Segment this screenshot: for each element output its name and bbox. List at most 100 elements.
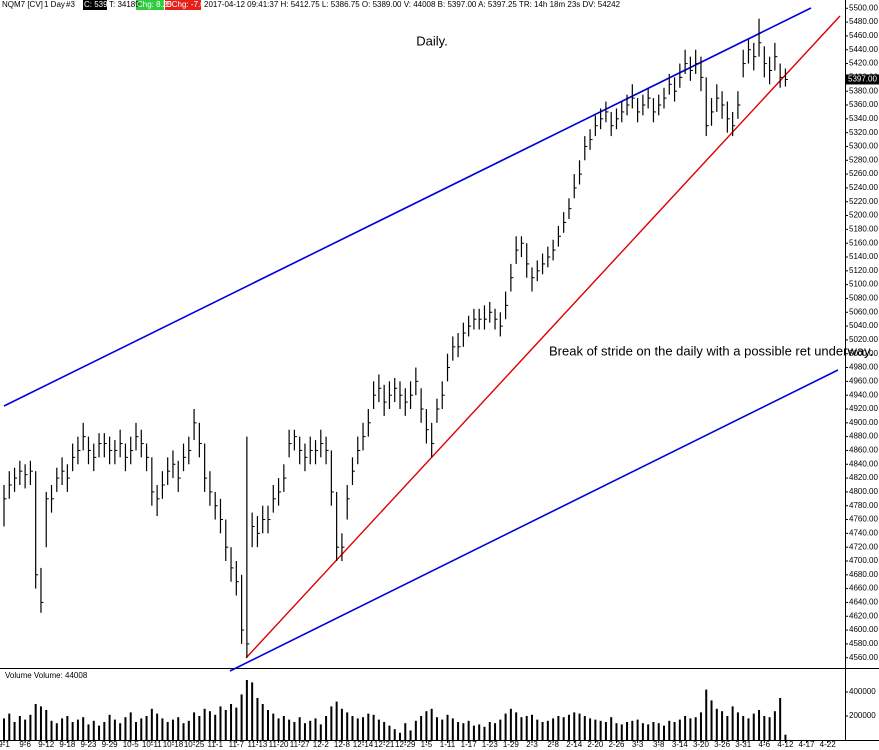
y-tick-label: 4860.00 [849,446,878,455]
x-tick-label: 1-29 [503,740,520,749]
volume-bar [92,720,95,740]
y-tick-label: 5440.00 [849,45,878,54]
volume-bar [393,729,396,740]
y-tick-label: 4660.00 [849,584,878,593]
x-tick-label: 12-14 [353,740,374,749]
y-tick-label: 5500.00 [849,3,878,12]
volume-bar [235,707,238,740]
volume-bar [425,711,428,740]
volume-bar [319,724,322,740]
volume-bar [705,689,708,740]
volume-bar [367,713,370,740]
symbol: NQM7 [CV] [2,0,43,9]
volume-bar [214,714,217,740]
chart-title: Daily. [416,33,448,48]
volume-bar [589,718,592,740]
x-tick-label: 10-5 [123,740,140,749]
volume-bar [39,706,42,740]
volume-bar [494,723,497,740]
x-tick-label: 3-20 [693,740,710,749]
volume-bar [472,725,475,740]
annotation: Break of stride on the daily with a poss… [549,343,873,358]
volume-bar [29,714,32,740]
y-tick-label: 5020.00 [849,335,878,344]
x-tick-label: 2-26 [608,740,625,749]
volume-bar [573,712,576,740]
y-tick-label: 4820.00 [849,473,878,482]
volume-bar [171,719,174,740]
y-tick-label: 4640.00 [849,598,878,607]
volume-bar [325,716,328,740]
volume-bar [488,722,491,740]
x-tick-label: 2-8 [547,740,559,749]
y-tick-label: 5420.00 [849,59,878,68]
volume-bar [55,723,58,740]
volume-bar [356,718,359,740]
volume-bar [457,722,460,740]
y-tick-label: 4580.00 [849,639,878,648]
volume-bar [773,711,776,740]
volume-bar [314,718,317,740]
y-tick-label: 5380.00 [849,86,878,95]
volume-bar [351,716,354,740]
volume-bar [430,708,433,740]
volume-bar [546,720,549,740]
x-tick-label: 11-27 [290,740,310,749]
volume-bar [45,710,48,740]
y-tick-label: 4960.00 [849,376,878,385]
x-tick-label: 12-8 [334,740,351,749]
x-tick-label: 12-29 [395,740,416,749]
volume-bar [636,719,639,740]
volume-bar [536,719,539,740]
volume-bar [13,722,16,740]
y-tick-label: 5240.00 [849,183,878,192]
volume-bar [578,713,581,740]
volume-bar [446,714,449,740]
dchg-text: DChg: -7.00 [166,0,210,9]
volume-bar [441,719,444,740]
y-tick-label: 5260.00 [849,169,878,178]
x-tick-label: 9-6 [19,740,31,749]
chg-text: Chg: 8.25 [137,0,172,9]
lower-channel-line [229,369,839,672]
volume-bar [18,716,21,740]
volume-bar [694,717,697,740]
y-tick-label: 4740.00 [849,528,878,537]
volume-bar [499,719,502,740]
volume-bar [245,680,248,740]
quote-info: 2017-04-12 09:41:37 H: 5412.75 L: 5386.7… [204,0,621,9]
volume-bar [531,714,533,740]
y-tick-label: 4980.00 [849,363,878,372]
upper-channel-line [3,7,812,407]
x-tick-label: 11-20 [269,740,289,749]
y-tick-label: 5320.00 [849,128,878,137]
volume-bar [256,698,259,740]
volume-tick-label: 400000 [849,687,876,696]
volume-bar [467,720,470,740]
y-tick-label: 5300.00 [849,142,878,151]
volume-bar [420,716,423,740]
x-tick-label: 9-23 [80,740,97,749]
x-tick-label: 4-17 [799,740,816,749]
y-tick-label: 4780.00 [849,501,878,510]
chg-box [136,0,164,10]
volume-bar [193,712,196,740]
volume-bar [742,716,745,740]
volume-bar [710,700,713,740]
volume-bar [8,713,11,740]
x-tick-label: 9-18 [59,740,76,749]
volume-bar [784,734,787,740]
volume-bar [377,719,380,740]
y-tick-label: 5200.00 [849,211,878,220]
volume-bar [520,717,523,740]
volume-bar [61,718,64,740]
volume-bar [182,723,185,740]
volume-bar [594,719,597,740]
volume-bar [129,712,132,740]
volume-bar [277,718,280,740]
volume-bar [583,716,586,740]
y-tick-label: 4720.00 [849,542,878,551]
volume-bar [752,713,755,740]
volume-bar [208,711,211,740]
last-price-box [846,74,879,85]
